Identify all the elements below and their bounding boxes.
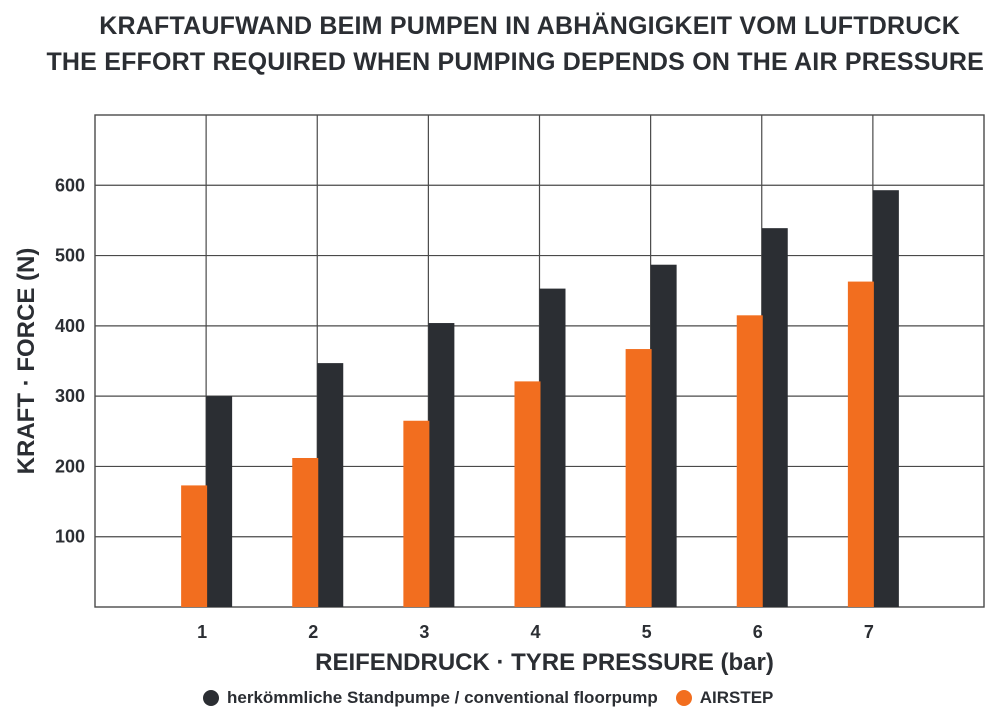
x-axis-label: REIFENDRUCK · TYRE PRESSURE (bar) — [315, 649, 774, 676]
x-tick-label: 5 — [642, 622, 652, 642]
bar-airstep-7 — [847, 281, 874, 607]
bar-airstep-3 — [403, 420, 430, 607]
y-tick-label: 600 — [55, 175, 85, 195]
bar-conventional-3 — [428, 323, 455, 607]
legend-swatch-conventional — [203, 690, 219, 706]
bar-conventional-1 — [206, 396, 233, 607]
x-tick-label: 4 — [530, 622, 540, 642]
legend-label-airstep: AIRSTEP — [699, 688, 774, 707]
y-tick-label: 300 — [55, 386, 85, 406]
bar-airstep-2 — [292, 457, 319, 607]
bar-airstep-6 — [736, 315, 763, 607]
bar-airstep-4 — [514, 381, 541, 607]
legend-label-conventional: herkömmliche Standpumpe / conventional f… — [227, 688, 658, 707]
x-tick-label: 6 — [753, 622, 763, 642]
x-tick-label: 7 — [864, 622, 874, 642]
chart-legend: herkömmliche Standpumpe / conventional f… — [203, 688, 791, 708]
x-tick-label: 2 — [308, 622, 318, 642]
bar-conventional-6 — [761, 228, 788, 607]
legend-item-airstep: AIRSTEP — [675, 688, 774, 708]
x-tick-label: 3 — [419, 622, 429, 642]
y-axis-label: KRAFT · FORCE (N) — [13, 248, 40, 475]
y-tick-label: 400 — [55, 316, 85, 336]
bar-conventional-4 — [539, 288, 566, 607]
y-tick-label: 500 — [55, 246, 85, 266]
bar-conventional-5 — [650, 264, 677, 607]
legend-swatch-airstep — [675, 690, 692, 706]
y-tick-label: 100 — [55, 527, 85, 547]
x-tick-label: 1 — [197, 622, 207, 642]
bar-conventional-7 — [872, 190, 899, 607]
bar-airstep-1 — [181, 485, 208, 607]
chart-title-german: KRAFTAUFWAND BEIM PUMPEN IN ABHÄNGIGKEIT… — [99, 12, 960, 40]
legend-item-conventional: herkömmliche Standpumpe / conventional f… — [203, 688, 658, 708]
bar-airstep-5 — [625, 349, 652, 607]
bar-conventional-2 — [317, 363, 344, 607]
y-tick-label: 200 — [55, 456, 85, 476]
chart-title-english: THE EFFORT REQUIRED WHEN PUMPING DEPENDS… — [46, 48, 984, 76]
